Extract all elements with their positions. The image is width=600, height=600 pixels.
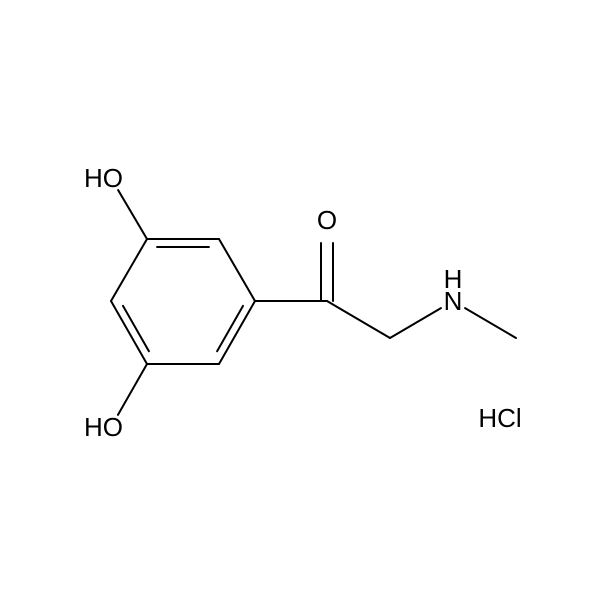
atom-label-n1-h: H	[444, 264, 463, 294]
molecule-diagram: HOHOONHHCl	[0, 0, 600, 600]
atom-label-o3: O	[317, 205, 337, 235]
atom-label-o1: HO	[84, 163, 123, 193]
extra-label-0: HCl	[478, 403, 521, 433]
atom-label-o2: HO	[84, 412, 123, 442]
